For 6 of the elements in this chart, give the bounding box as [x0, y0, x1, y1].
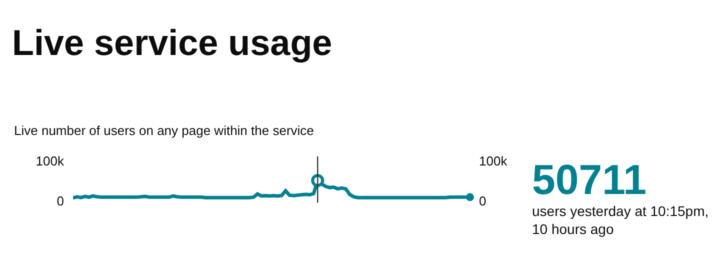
y2-tick-label: 0 — [479, 193, 486, 208]
text: 50711 — [532, 156, 646, 203]
text: users yesterday at 10:15pm, 10 hours ago — [532, 203, 709, 238]
chart-subtitle: Live number of users on any page within the service — [14, 123, 314, 138]
y2-tick-label: 100k — [479, 153, 508, 168]
chart-title: Live service usage — [12, 22, 332, 63]
